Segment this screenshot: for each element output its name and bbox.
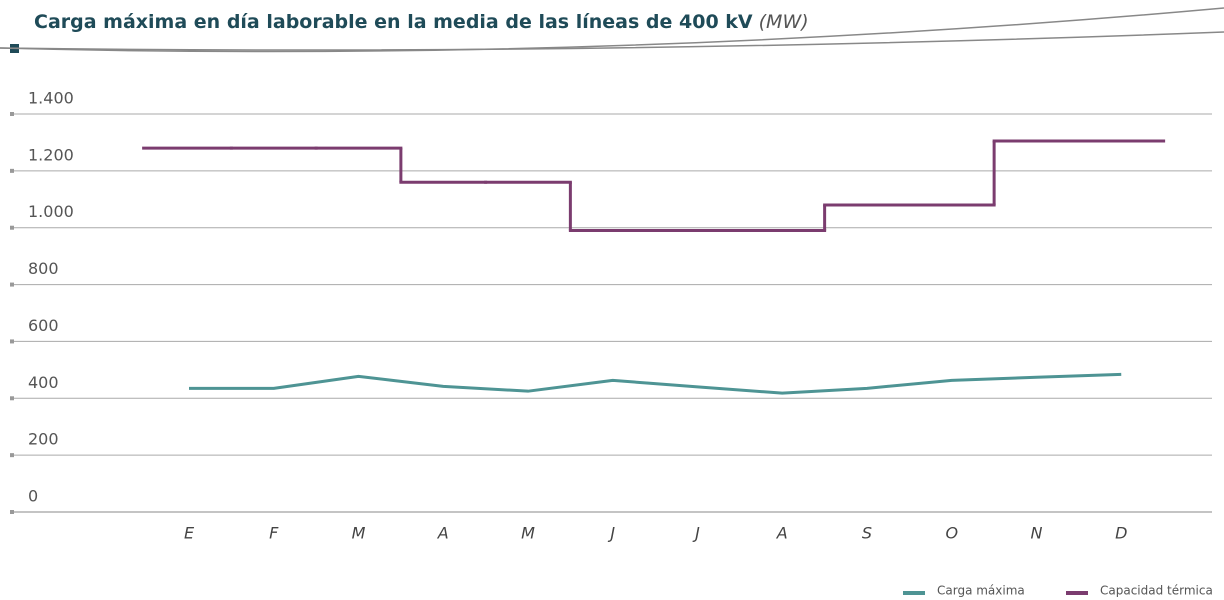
legend-label: Capacidad térmica: [1100, 584, 1213, 598]
x-tick-label: M: [352, 524, 366, 543]
x-tick-label: J: [692, 524, 700, 543]
y-tick-label: 0: [28, 487, 38, 506]
chart-title: Carga máxima en día laborable en la medi…: [34, 11, 809, 33]
x-tick-label: A: [776, 524, 788, 543]
title-main: Carga máxima en día laborable en la medi…: [34, 11, 753, 33]
y-tick-mark: [10, 225, 14, 230]
y-tick-label: 1.200: [28, 145, 74, 164]
y-tick-label: 200: [28, 430, 59, 449]
legend-label: Carga máxima: [937, 584, 1025, 598]
x-tick-label: F: [269, 524, 279, 543]
x-tick-label: J: [607, 524, 615, 543]
title-unit: (MW): [759, 11, 809, 33]
y-tick-mark: [10, 112, 14, 116]
y-tick-mark: [10, 453, 14, 458]
decor-curve: [0, 31, 1224, 51]
y-tick-mark: [10, 396, 14, 401]
y-tick-label: 600: [28, 316, 59, 335]
x-tick-label: A: [437, 524, 449, 543]
x-tick-label: D: [1115, 524, 1127, 543]
y-tick-mark: [10, 510, 14, 514]
x-tick-label: O: [945, 524, 958, 543]
legend-swatch: [903, 591, 925, 595]
y-tick-mark: [10, 282, 14, 287]
x-tick-label: N: [1031, 524, 1043, 543]
x-tick-label: E: [184, 524, 195, 543]
y-tick-label: 1.400: [28, 89, 74, 108]
decor-curve: [0, 7, 1224, 53]
y-tick-label: 800: [28, 259, 59, 278]
y-tick-label: 1.000: [28, 202, 74, 221]
legend-swatch: [1066, 591, 1088, 595]
x-tick-label: M: [521, 524, 535, 543]
y-tick-label: 400: [28, 373, 59, 392]
line-series: [189, 372, 1122, 395]
x-tick-label: S: [862, 524, 872, 543]
y-tick-mark: [10, 168, 14, 173]
y-tick-mark: [10, 339, 14, 344]
